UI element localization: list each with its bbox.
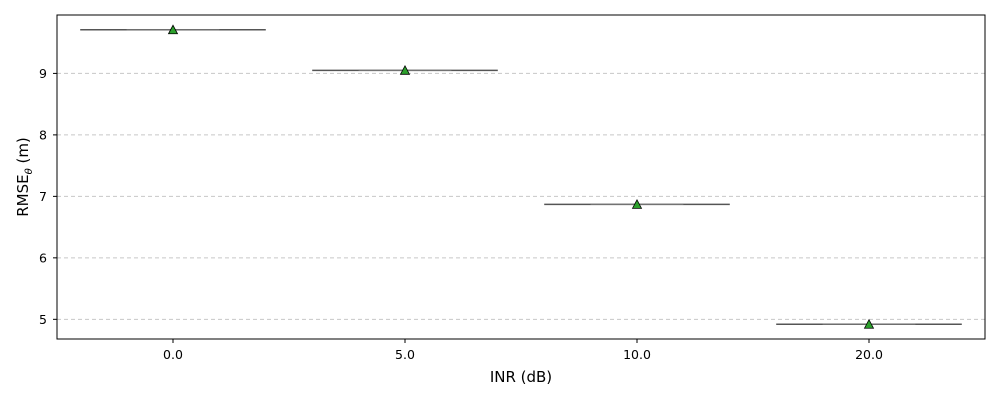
y-axis-label: RMSEθ (m)	[14, 137, 35, 217]
mean-marker	[863, 318, 875, 329]
mean-marker	[399, 64, 411, 75]
y-tick-label: 5	[39, 312, 47, 327]
mean-marker	[167, 24, 179, 35]
y-tick-label: 8	[39, 127, 47, 142]
grid	[57, 72, 985, 320]
x-tick-label: 0.0	[163, 347, 183, 362]
plot-frame	[56, 14, 986, 340]
x-tick-label: 10.0	[623, 347, 651, 362]
y-axis-ticks: 5 6 7 8 9	[39, 66, 57, 327]
y-tick-label: 9	[39, 66, 47, 81]
y-tick-label: 6	[39, 250, 47, 265]
x-axis-label: INR (dB)	[490, 368, 552, 386]
mean-markers	[167, 24, 875, 329]
mean-marker	[631, 199, 643, 209]
x-tick-label: 5.0	[395, 347, 415, 362]
y-tick-label: 7	[39, 189, 47, 204]
x-tick-label: 20.0	[855, 347, 883, 362]
x-axis-ticks: 0.0 5.0 10.0 20.0	[163, 339, 883, 362]
